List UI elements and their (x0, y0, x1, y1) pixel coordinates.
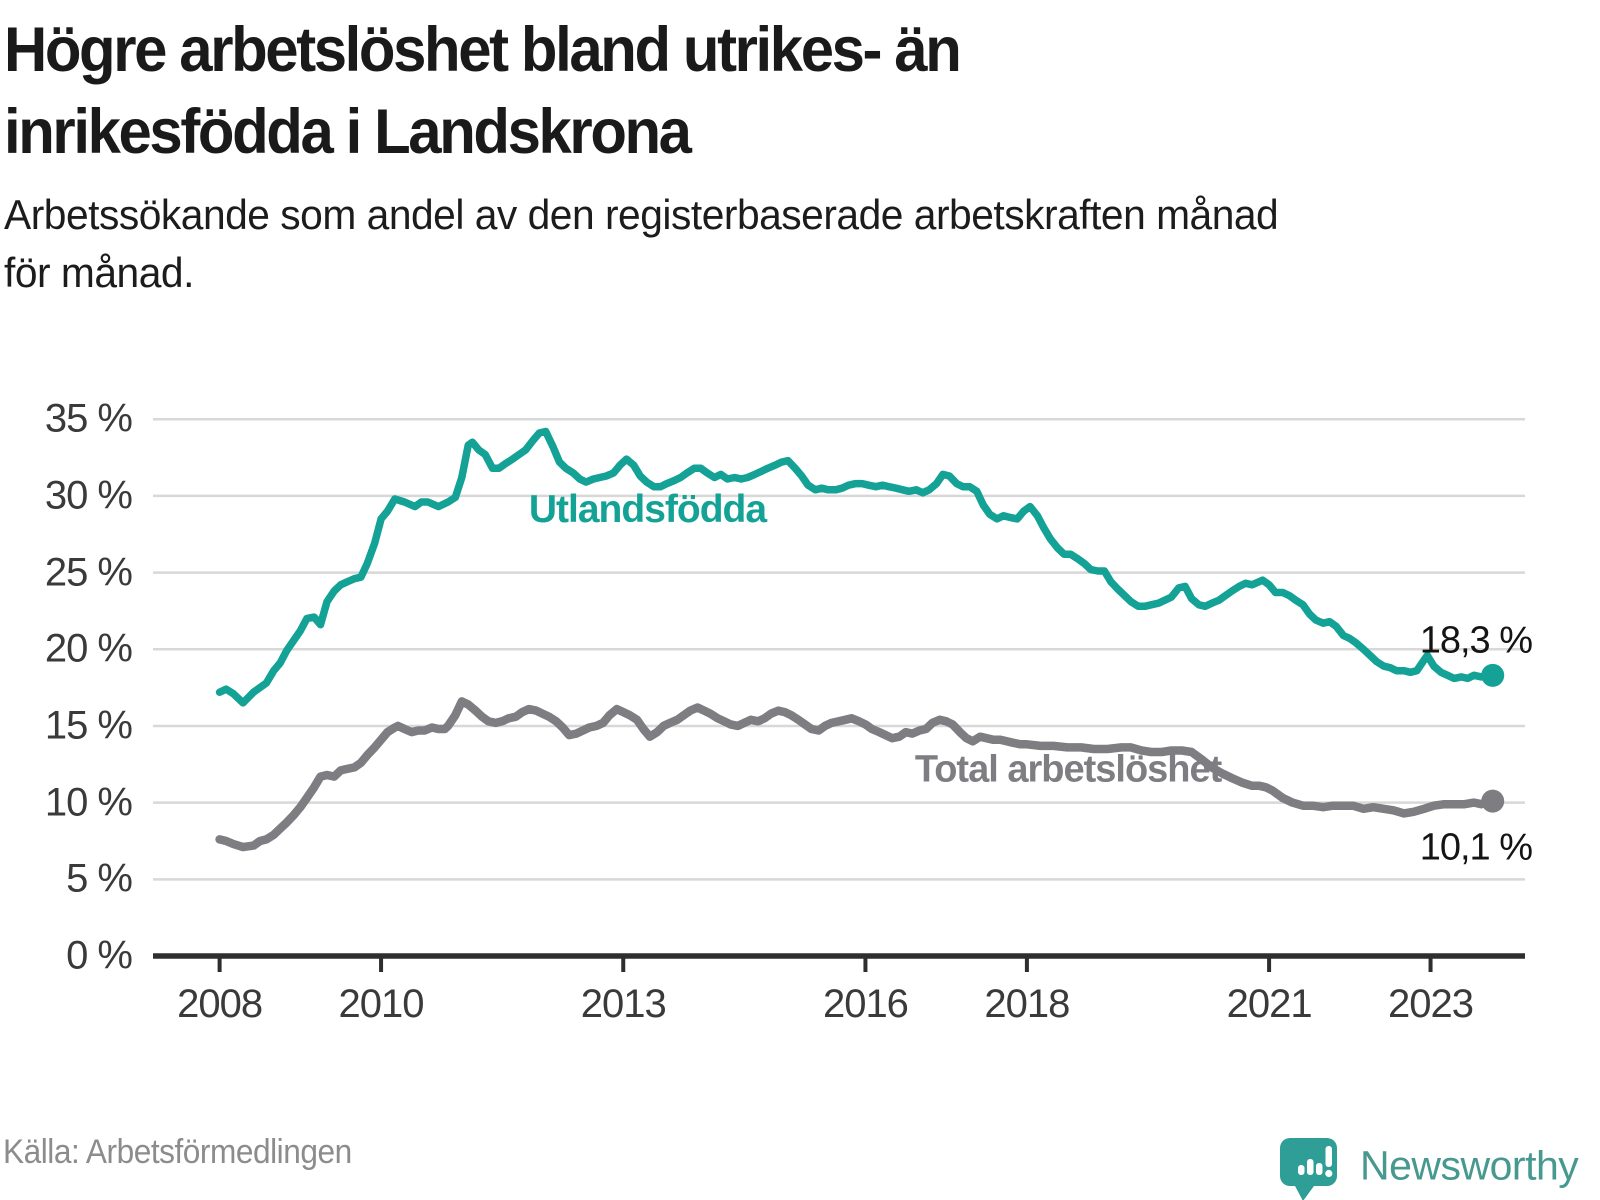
logo-bar (1298, 1165, 1305, 1175)
text-line: Högre arbetslöshet bland utrikes- än (4, 15, 962, 85)
data-series (215, 427, 1505, 852)
text-line: för månad. (4, 248, 194, 296)
y-axis-label: 25 % (44, 550, 133, 595)
series-end-dot (1481, 663, 1505, 687)
y-axis-label: 35 % (44, 396, 133, 441)
end-value-label: 18,3 % (1419, 619, 1533, 662)
y-axis-label: 0 % (66, 933, 133, 978)
end-value-label: 10,1 % (1419, 826, 1533, 869)
logo-bar (1307, 1159, 1314, 1175)
y-axis-label: 10 % (44, 780, 133, 825)
logo-exclamation-bar (1325, 1146, 1332, 1167)
logo-bar (1316, 1163, 1323, 1175)
series-end-dot (1481, 789, 1505, 813)
x-axis-label: 2023 (1388, 982, 1474, 1026)
brand-name: Newsworthy (1360, 1142, 1579, 1189)
x-axis-label: 2018 (984, 982, 1070, 1026)
logo-exclamation-dot (1325, 1169, 1333, 1178)
series-label: Total arbetslöshet (914, 748, 1222, 791)
y-axis-label: 30 % (44, 473, 133, 518)
y-axis-label: 15 % (44, 703, 133, 748)
x-axis-label: 2008 (177, 982, 263, 1026)
series-line-utlandsfodda (215, 427, 1497, 707)
text-line: inrikesfödda i Landskrona (4, 96, 692, 167)
gridlines (153, 417, 1525, 881)
chart-subtitle: Arbetssökande som andel av den registerb… (4, 186, 1537, 302)
x-axis-label: 2013 (580, 982, 667, 1026)
text-line: Arbetssökande som andel av den registerb… (4, 191, 1279, 238)
y-axis-label: 20 % (44, 626, 133, 671)
x-axis-label: 2021 (1226, 982, 1313, 1026)
newsworthy-logo-icon (1280, 1138, 1337, 1200)
series-label: Utlandsfödda (528, 487, 767, 531)
source-note: Källa: Arbetsförmedlingen (3, 1133, 352, 1171)
series-line-total (215, 697, 1497, 852)
x-axis-label: 2010 (338, 982, 425, 1026)
y-axis-label: 5 % (66, 856, 133, 901)
x-axis-label: 2016 (822, 982, 909, 1026)
x-axis (153, 953, 1525, 972)
page-title: Högre arbetslöshet bland utrikes- än inri… (4, 10, 1486, 174)
